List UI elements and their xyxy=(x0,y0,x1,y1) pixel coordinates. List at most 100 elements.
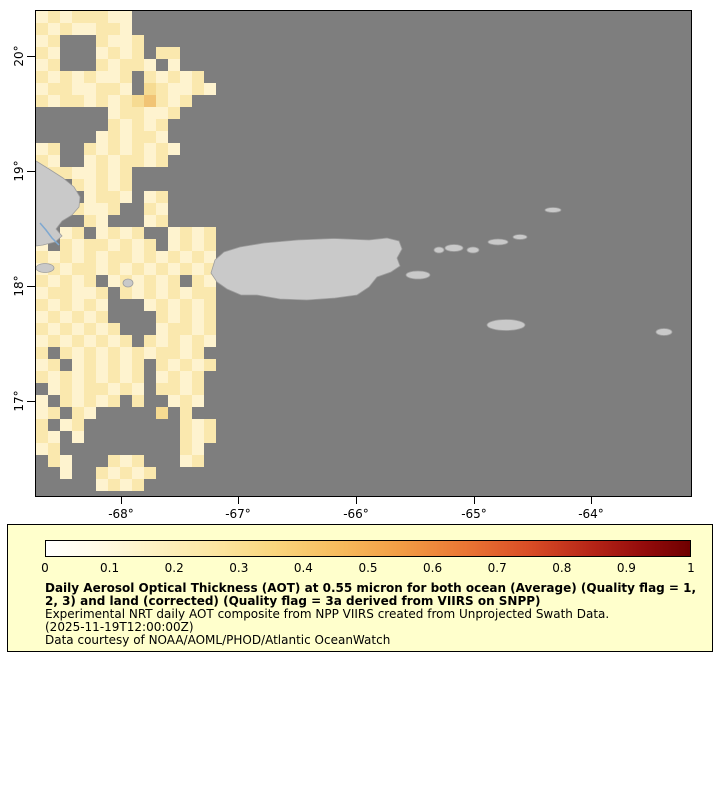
aot-cell xyxy=(120,107,132,119)
aot-cell xyxy=(36,287,48,299)
aot-cell xyxy=(108,119,120,131)
aot-cell xyxy=(36,335,48,347)
coastline-accent-line xyxy=(39,222,60,246)
aot-cell xyxy=(132,395,144,407)
aot-cell xyxy=(84,323,96,335)
aot-cell xyxy=(108,143,120,155)
aot-cell xyxy=(144,275,156,287)
aot-cell xyxy=(204,431,216,443)
aot-cell xyxy=(120,179,132,191)
aot-cell xyxy=(156,275,168,287)
aot-cell xyxy=(60,227,72,239)
aot-cell xyxy=(96,83,108,95)
aot-cell xyxy=(120,167,132,179)
colorbar-tick-label: 1 xyxy=(687,561,695,575)
aot-cell xyxy=(132,35,144,47)
colorbar-ticks: 0 0.1 0.2 0.3 0.4 0.5 0.6 0.7 0.8 0.9 1 xyxy=(41,561,695,576)
aot-cell xyxy=(168,263,180,275)
aot-cell xyxy=(168,251,180,263)
aot-cell xyxy=(168,107,180,119)
aot-cell xyxy=(132,467,144,479)
aot-cell xyxy=(84,359,96,371)
aot-cell xyxy=(144,131,156,143)
colorbar-tick-label: 0.9 xyxy=(616,561,636,575)
aot-cell xyxy=(72,323,84,335)
aot-cell xyxy=(108,479,120,491)
aot-cell xyxy=(132,143,144,155)
aot-cell xyxy=(96,359,108,371)
aot-cell xyxy=(48,59,60,71)
colorbar-tick-label: 0.1 xyxy=(100,561,120,575)
aot-cell xyxy=(144,299,156,311)
aot-cell xyxy=(96,383,108,395)
aot-cell xyxy=(84,347,96,359)
aot-cell xyxy=(168,335,180,347)
aot-cell xyxy=(72,275,84,287)
aot-cell xyxy=(60,83,72,95)
aot-cell xyxy=(48,71,60,83)
aot-cell xyxy=(108,23,120,35)
aot-cell xyxy=(168,83,180,95)
legend-title-line1: Daily Aerosol Optical Thickness (AOT) at… xyxy=(45,581,697,595)
aot-cell xyxy=(84,239,96,251)
aot-cell xyxy=(132,455,144,467)
island-anegada xyxy=(544,207,562,213)
aot-cell xyxy=(156,95,168,107)
aot-cell xyxy=(168,287,180,299)
aot-cell xyxy=(168,227,180,239)
aot-cell xyxy=(60,335,72,347)
aot-cell xyxy=(120,227,132,239)
aot-cell xyxy=(180,347,192,359)
aot-cell xyxy=(192,335,204,347)
aot-cell xyxy=(156,71,168,83)
aot-cell xyxy=(156,47,168,59)
aot-cell xyxy=(36,251,48,263)
aot-cell xyxy=(36,371,48,383)
aot-cell xyxy=(204,335,216,347)
aot-cell xyxy=(108,47,120,59)
aot-cell xyxy=(96,395,108,407)
aot-cell xyxy=(144,191,156,203)
island-st-thomas xyxy=(444,244,464,252)
aot-cell xyxy=(144,143,156,155)
lon-tick xyxy=(121,497,122,504)
aot-cell xyxy=(180,383,192,395)
aot-cell xyxy=(180,263,192,275)
aot-cell xyxy=(204,287,216,299)
island-st-john xyxy=(466,246,480,254)
aot-cell xyxy=(48,371,60,383)
aot-cell xyxy=(96,371,108,383)
aot-cell xyxy=(120,191,132,203)
aot-cell xyxy=(144,347,156,359)
aot-cell xyxy=(168,299,180,311)
aot-cell xyxy=(72,311,84,323)
aot-cell xyxy=(192,347,204,359)
aot-cell xyxy=(120,251,132,263)
lon-tick-label: -67° xyxy=(225,507,251,521)
colorbar-tick-label: 0.5 xyxy=(358,561,378,575)
aot-cell xyxy=(180,83,192,95)
aot-cell xyxy=(72,347,84,359)
aot-cell xyxy=(192,71,204,83)
aot-cell xyxy=(60,347,72,359)
aot-cell xyxy=(36,443,48,455)
aot-cell xyxy=(60,383,72,395)
aot-cell xyxy=(156,347,168,359)
aot-cell xyxy=(108,239,120,251)
aot-cell xyxy=(96,167,108,179)
aot-cell xyxy=(120,359,132,371)
aot-cell xyxy=(120,119,132,131)
colorbar-tick-label: 0 xyxy=(41,561,49,575)
aot-cell xyxy=(84,167,96,179)
aot-cell xyxy=(108,383,120,395)
aot-cell xyxy=(48,359,60,371)
aot-cell xyxy=(96,191,108,203)
aot-cell xyxy=(60,395,72,407)
aot-cell xyxy=(60,11,72,23)
aot-cell xyxy=(132,131,144,143)
aot-cell xyxy=(96,347,108,359)
aot-cell xyxy=(156,323,168,335)
lat-tick-label: 18° xyxy=(12,275,26,297)
aot-cell xyxy=(108,131,120,143)
aot-cell xyxy=(168,275,180,287)
